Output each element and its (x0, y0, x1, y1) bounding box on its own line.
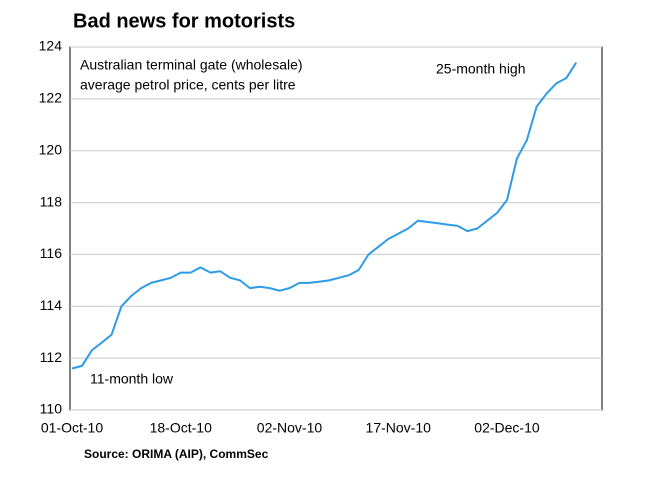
subtitle: Australian terminal gate (wholesale) (80, 57, 303, 73)
y-tick-label: 124 (39, 38, 63, 54)
annotation: 25-month high (436, 61, 526, 77)
y-tick-label: 120 (39, 141, 63, 157)
plot-frame (69, 46, 603, 411)
x-tick-label: 02-Dec-10 (474, 420, 540, 436)
y-tick-label: 112 (40, 349, 63, 365)
x-tick-label: 01-Oct-10 (41, 420, 103, 436)
chart-title: Bad news for motorists (73, 10, 295, 32)
annotation: 11-month low (90, 371, 174, 387)
x-tick-label: 17-Nov-10 (366, 420, 432, 436)
y-tick-label: 122 (39, 90, 63, 106)
source: Source: ORIMA (AIP), CommSec (84, 447, 269, 461)
price-line (71, 62, 578, 370)
x-tick-label: 02-Nov-10 (257, 420, 323, 436)
y-tick-label: 116 (40, 245, 63, 261)
subtitle: average petrol price, cents per litre (80, 77, 296, 93)
y-tick-label: 110 (40, 401, 63, 417)
x-tick-label: 18-Oct-10 (150, 420, 212, 436)
y-tick-label: 118 (40, 193, 63, 209)
y-tick-label: 114 (40, 297, 63, 313)
